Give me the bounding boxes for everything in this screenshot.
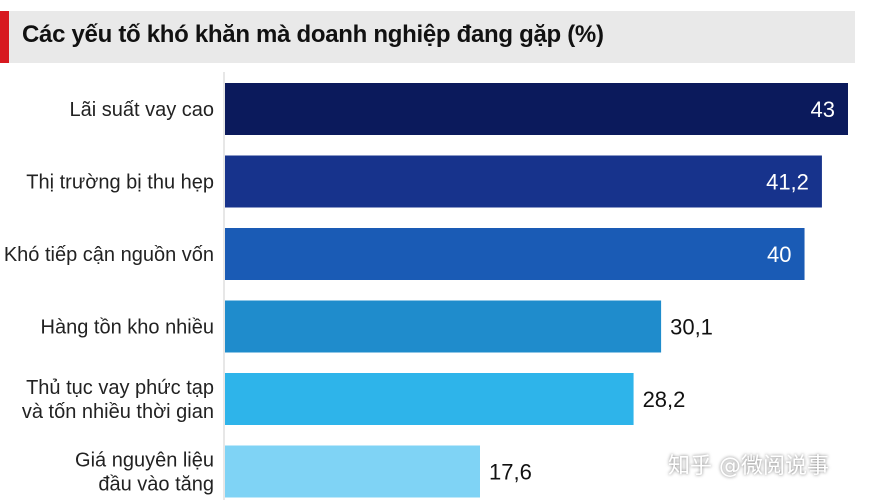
category-label: Thị trường bị thu hẹp (26, 172, 214, 194)
bar (225, 155, 822, 208)
category-label: Lãi suất vay cao (69, 99, 214, 121)
category-label: Giá nguyên liệu (75, 450, 214, 472)
data-label: 41,2 (766, 170, 809, 195)
category-label: Hàng tồn kho nhiều (41, 317, 214, 339)
data-label: 28,2 (643, 387, 686, 412)
bar (225, 300, 662, 353)
data-label: 30,1 (670, 315, 713, 340)
bar (225, 228, 805, 280)
data-label: 17,6 (489, 460, 532, 485)
category-label: Thủ tục vay phức tạp (26, 377, 214, 399)
bar (225, 445, 480, 498)
category-label: Khó tiếp cận nguồn vốn (4, 244, 214, 266)
category-label: và tốn nhiều thời gian (22, 401, 214, 423)
bar (225, 83, 848, 135)
chart-title: Các yếu tố khó khăn mà doanh nghiệp đang… (22, 21, 604, 48)
title-accent-bar (0, 11, 9, 63)
data-label: 43 (811, 97, 835, 122)
title-bar: Các yếu tố khó khăn mà doanh nghiệp đang… (0, 11, 855, 63)
bar (225, 373, 634, 425)
data-label: 40 (767, 242, 791, 267)
watermark-text: 知乎 @微阅说事 (668, 454, 829, 479)
category-label: đầu vào tăng (98, 474, 214, 496)
